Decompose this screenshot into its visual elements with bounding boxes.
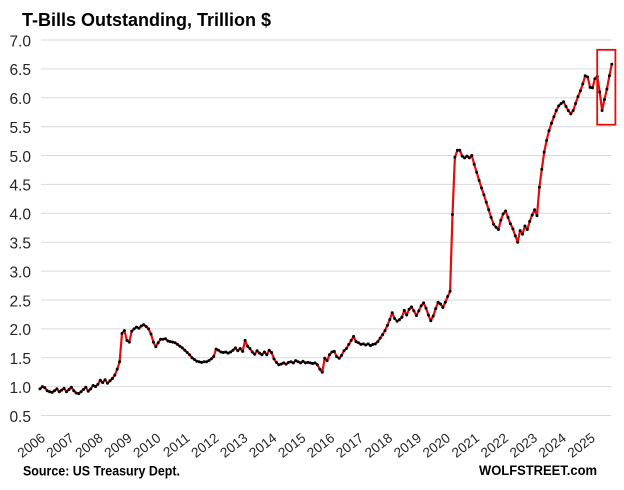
svg-text:1.5: 1.5 — [9, 351, 31, 368]
svg-text:4.0: 4.0 — [9, 207, 31, 224]
svg-text:6.0: 6.0 — [9, 91, 31, 108]
svg-text:3.0: 3.0 — [9, 264, 31, 281]
svg-text:6.5: 6.5 — [9, 62, 31, 79]
svg-text:7.0: 7.0 — [9, 33, 31, 50]
svg-text:1.0: 1.0 — [9, 380, 31, 397]
svg-text:3.5: 3.5 — [9, 236, 31, 253]
svg-text:2.0: 2.0 — [9, 322, 31, 339]
svg-text:5.0: 5.0 — [9, 149, 31, 166]
svg-text:T-Bills Outstanding, Trillion: T-Bills Outstanding, Trillion $ — [22, 10, 271, 30]
svg-text:4.5: 4.5 — [9, 178, 31, 195]
svg-text:2.5: 2.5 — [9, 293, 31, 310]
svg-text:Source: US Treasury Dept.: Source: US Treasury Dept. — [23, 462, 180, 478]
svg-text:5.5: 5.5 — [9, 120, 31, 137]
svg-text:WOLFSTREET.com: WOLFSTREET.com — [479, 463, 597, 479]
svg-text:0.5: 0.5 — [9, 409, 31, 426]
